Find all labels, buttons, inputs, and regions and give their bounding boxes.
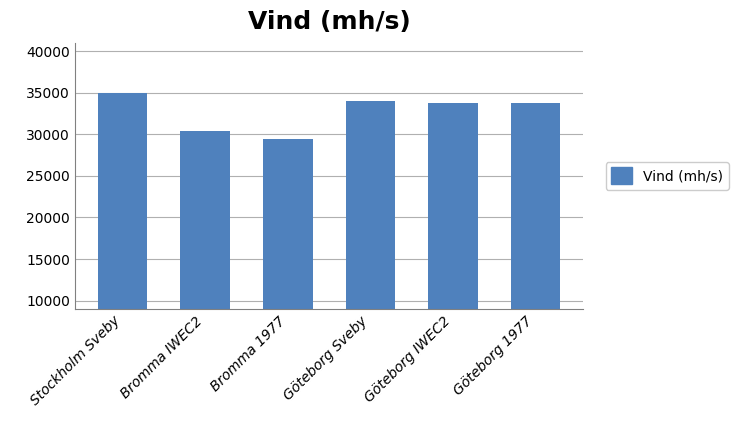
Bar <box>346 101 395 384</box>
Bar <box>98 93 147 384</box>
Legend: Vind (mh/s): Vind (mh/s) <box>606 162 729 190</box>
Title: Vind (mh/s): Vind (mh/s) <box>248 10 411 34</box>
Bar <box>180 131 230 384</box>
Bar <box>428 103 478 384</box>
Bar <box>263 139 313 384</box>
Bar <box>511 103 560 384</box>
